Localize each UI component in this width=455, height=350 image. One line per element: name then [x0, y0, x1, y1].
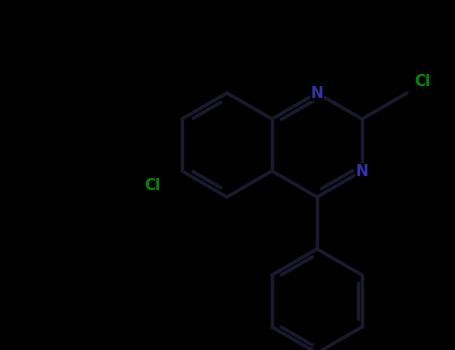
Text: Cl: Cl	[415, 75, 431, 89]
Text: N: N	[356, 163, 369, 178]
Text: N: N	[311, 85, 324, 100]
Text: Cl: Cl	[144, 178, 160, 193]
